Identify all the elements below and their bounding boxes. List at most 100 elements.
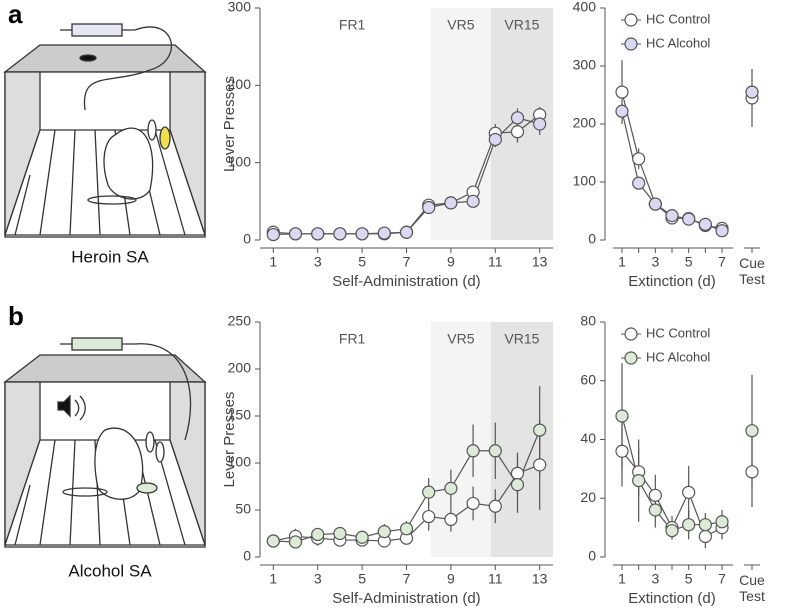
- data-point: [665, 209, 679, 223]
- data-point: [615, 409, 629, 423]
- x-tick-label: 13: [532, 254, 548, 270]
- x-tick-label: Cue Test: [739, 572, 765, 604]
- x-tick-label: 9: [447, 254, 455, 270]
- x-tick-label: 3: [314, 571, 322, 587]
- caption: Alcohol SA: [68, 561, 152, 580]
- x-tick-label: 7: [718, 571, 726, 587]
- legend-label: HC Control: [646, 11, 710, 26]
- data-point: [715, 515, 729, 529]
- data-point: [745, 424, 759, 438]
- data-point: [510, 111, 525, 125]
- data-point: [632, 176, 646, 190]
- data-point: [466, 194, 480, 208]
- data-point: [444, 196, 458, 210]
- data-point: [648, 488, 662, 502]
- data-point: [377, 226, 391, 240]
- data-point: [682, 212, 696, 226]
- phase-label: VR5: [447, 17, 474, 33]
- y-axis-label: Lever Presses: [221, 392, 238, 488]
- x-tick-label: 7: [718, 254, 726, 270]
- legend-label: HC Alcohol: [646, 349, 710, 364]
- x-tick-label: 5: [358, 571, 366, 587]
- y-tick-label: 20: [580, 489, 596, 505]
- x-tick-label: 11: [488, 254, 503, 270]
- data-point: [682, 485, 696, 499]
- data-point: [399, 225, 414, 239]
- y-tick-label: 60: [580, 371, 596, 387]
- data-point: [288, 227, 303, 241]
- legend-marker: [624, 327, 638, 341]
- data-point: [466, 444, 480, 458]
- phase-label: VR15: [504, 17, 539, 33]
- x-tick-label: 1: [269, 571, 277, 587]
- caption: Heroin SA: [71, 247, 149, 266]
- phase-label: FR1: [339, 17, 366, 33]
- x-tick-label: 3: [651, 254, 659, 270]
- data-point: [399, 522, 414, 536]
- x-tick-label: 7: [403, 571, 411, 587]
- data-point: [422, 509, 436, 524]
- data-point: [698, 529, 712, 544]
- illustration: [3, 23, 207, 548]
- x-tick-label: 11: [488, 571, 503, 587]
- x-axis-label: Extinction (d): [628, 590, 716, 607]
- x-tick-label: 1: [618, 571, 626, 587]
- x-tick-label: 1: [618, 254, 626, 270]
- data-point: [745, 85, 759, 99]
- data-point: [266, 534, 280, 548]
- phase-region: [490, 322, 553, 557]
- y-tick-label: 150: [228, 407, 252, 423]
- x-tick-label: 13: [532, 571, 548, 587]
- x-tick-label: 3: [314, 254, 322, 270]
- data-point: [615, 85, 629, 99]
- data-point: [311, 527, 325, 542]
- x-tick-label: 3: [651, 571, 659, 587]
- y-tick-label: 50: [235, 501, 251, 517]
- data-point: [648, 197, 662, 211]
- phase-label: VR15: [504, 331, 539, 347]
- x-tick-label: 7: [403, 254, 411, 270]
- data-point: [422, 485, 436, 499]
- data-point: [488, 444, 502, 458]
- x-tick-label: 5: [685, 254, 693, 270]
- phase-label: VR5: [447, 331, 474, 347]
- y-tick-label: 0: [243, 231, 251, 247]
- data-point: [311, 227, 325, 241]
- data-point: [488, 499, 502, 513]
- data-point: [510, 125, 525, 139]
- data-point: [466, 496, 480, 511]
- y-tick-label: 400: [573, 0, 597, 15]
- phase-region: [430, 322, 491, 557]
- legend-marker: [624, 37, 638, 51]
- y-tick-label: 100: [228, 454, 252, 470]
- data-point: [698, 518, 712, 532]
- data-point: [698, 217, 712, 231]
- panel-label: a: [8, 0, 23, 29]
- data-point: [632, 152, 646, 166]
- x-axis-label: Self-Administration (d): [332, 273, 480, 290]
- data-point: [444, 512, 458, 527]
- data-point: [745, 465, 759, 479]
- phase-region: [430, 8, 491, 240]
- y-tick-label: 0: [588, 548, 596, 564]
- legend-label: HC Control: [646, 325, 710, 340]
- data-point: [510, 466, 525, 480]
- data-point: [648, 503, 662, 517]
- y-tick-label: 300: [573, 57, 597, 73]
- data-point: [533, 458, 547, 472]
- x-tick-label: 5: [685, 571, 693, 587]
- y-tick-label: 300: [228, 0, 252, 15]
- data-point: [665, 523, 679, 538]
- y-tick-label: 200: [228, 360, 252, 376]
- x-tick-label: 9: [447, 571, 455, 587]
- data-point: [355, 530, 369, 544]
- data-point: [333, 526, 347, 541]
- data-point: [715, 224, 729, 238]
- legend-marker: [624, 13, 638, 27]
- x-tick-label: Cue Test: [739, 255, 765, 287]
- y-tick-label: 0: [243, 548, 251, 564]
- data-point: [632, 474, 646, 488]
- x-axis-label: Self-Administration (d): [332, 590, 480, 607]
- phase-label: FR1: [339, 331, 366, 347]
